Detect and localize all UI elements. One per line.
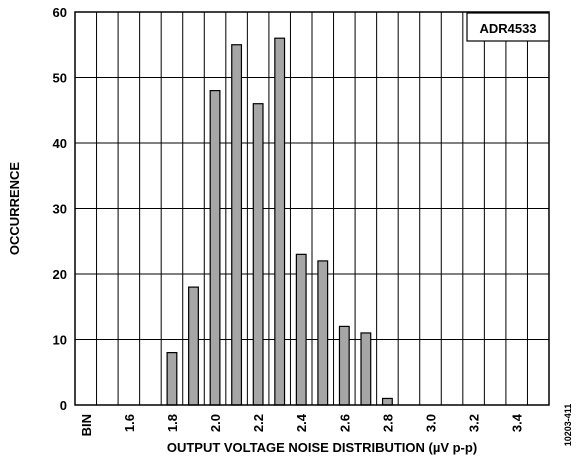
- bar: [188, 286, 199, 406]
- bar: [317, 260, 329, 406]
- bar: [295, 253, 307, 406]
- bar: [252, 103, 264, 406]
- x-tick-label: 2.8: [380, 414, 395, 432]
- legend-box: ADR4533: [466, 12, 550, 42]
- x-tick-label: 1.8: [165, 414, 180, 432]
- x-tick-label: BIN: [79, 414, 94, 436]
- y-tick-label: 20: [53, 267, 67, 282]
- bar-layer: [166, 37, 393, 406]
- y-tick-label: 40: [53, 136, 67, 151]
- y-axis-label: OCCURRENCE: [7, 162, 22, 256]
- bar: [166, 352, 178, 406]
- x-tick-label: 3.0: [424, 414, 439, 432]
- bar: [274, 37, 286, 406]
- x-tick-label: 3.2: [467, 414, 482, 432]
- y-tick-label: 50: [53, 71, 67, 86]
- figure-code: 10203-411: [563, 404, 573, 447]
- x-tick-label: 3.4: [510, 413, 525, 432]
- bar: [209, 89, 221, 406]
- y-tick-label: 0: [60, 398, 67, 413]
- legend-box-frame: [466, 12, 550, 42]
- y-tick-label: 10: [53, 333, 67, 348]
- x-tick-label: 2.0: [208, 414, 223, 432]
- x-tick-label: 2.6: [337, 414, 352, 432]
- y-tick-label: 60: [53, 5, 67, 20]
- legend-box-label: ADR4533: [479, 21, 536, 36]
- bar: [338, 325, 350, 406]
- plot-frame: [74, 11, 550, 406]
- bar: [231, 44, 243, 406]
- x-tick-label: 2.2: [251, 414, 266, 432]
- y-tick-label: 30: [53, 202, 67, 217]
- axis-layer: 0 10 20 30 40 50 60 BIN 1.6 1.8 2.0 2.2 2.4 2.6 2.8 3.0…: [53, 5, 550, 436]
- bar: [360, 332, 372, 406]
- grid-layer: [75, 12, 549, 405]
- x-tick-label: 2.4: [294, 413, 309, 432]
- x-axis-label: OUTPUT VOLTAGE NOISE DISTRIBUTION (µV p-…: [167, 440, 477, 455]
- x-tick-label: 1.6: [122, 414, 137, 432]
- bar: [381, 397, 393, 406]
